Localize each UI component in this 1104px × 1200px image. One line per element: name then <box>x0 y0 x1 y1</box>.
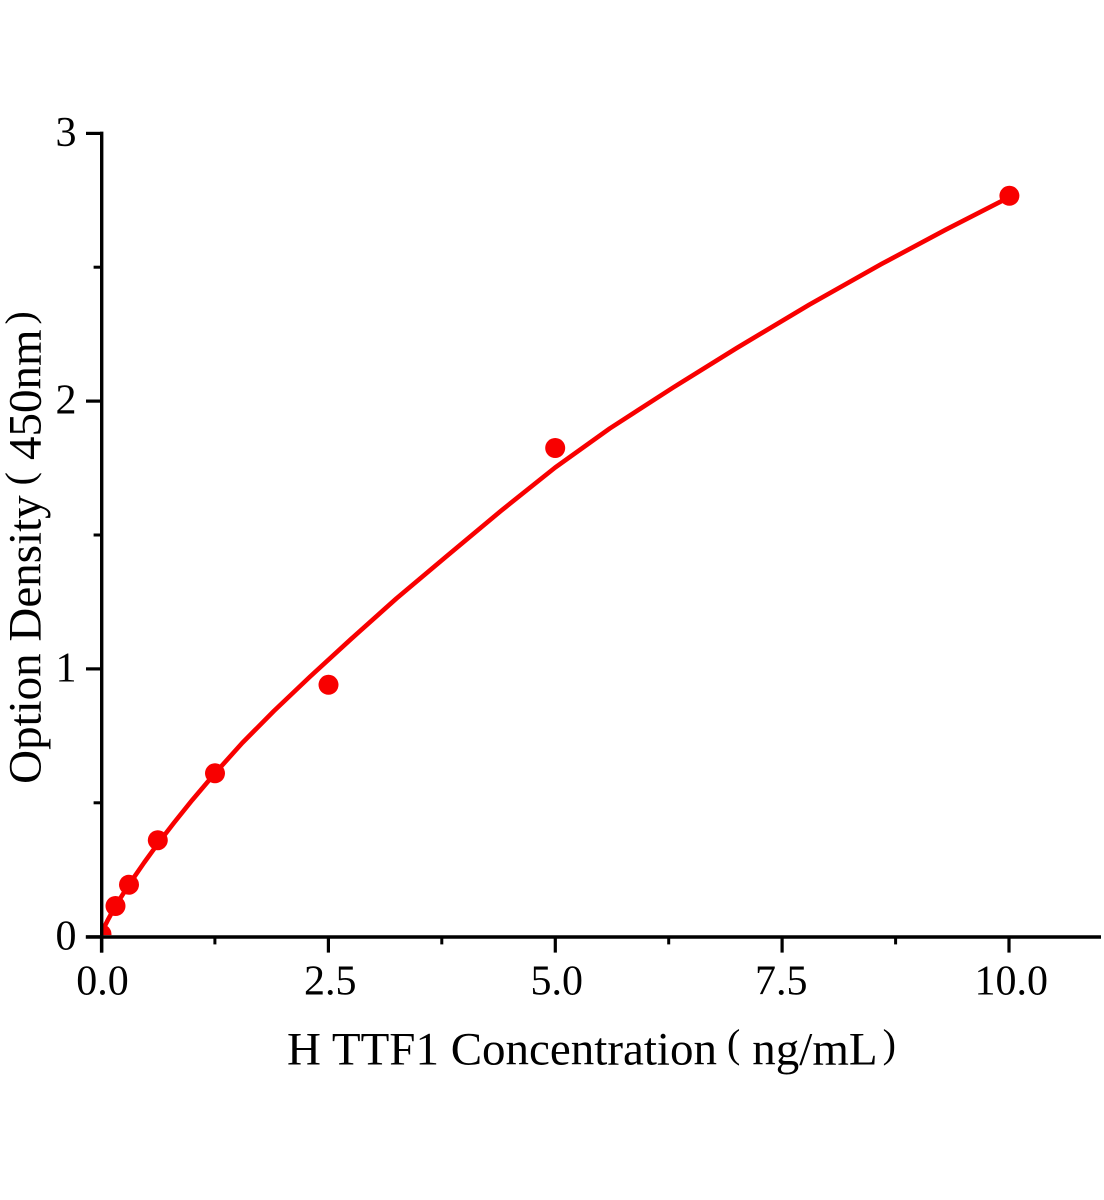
svg-text:5.0: 5.0 <box>531 958 584 1004</box>
svg-text:3: 3 <box>56 110 77 156</box>
svg-text:2.5: 2.5 <box>304 958 357 1004</box>
svg-text:0.0: 0.0 <box>76 958 129 1004</box>
svg-text:H TTF1 Concentration(ng/mL): H TTF1 Concentration(ng/mL) <box>287 1021 896 1075</box>
svg-text:1: 1 <box>56 645 77 691</box>
svg-text:7.5: 7.5 <box>755 958 808 1004</box>
svg-text:0: 0 <box>56 913 77 959</box>
svg-text:2: 2 <box>56 378 77 424</box>
svg-text:Option Density(450nm): Option Density(450nm) <box>0 311 52 784</box>
svg-text:10.0: 10.0 <box>974 958 1048 1004</box>
